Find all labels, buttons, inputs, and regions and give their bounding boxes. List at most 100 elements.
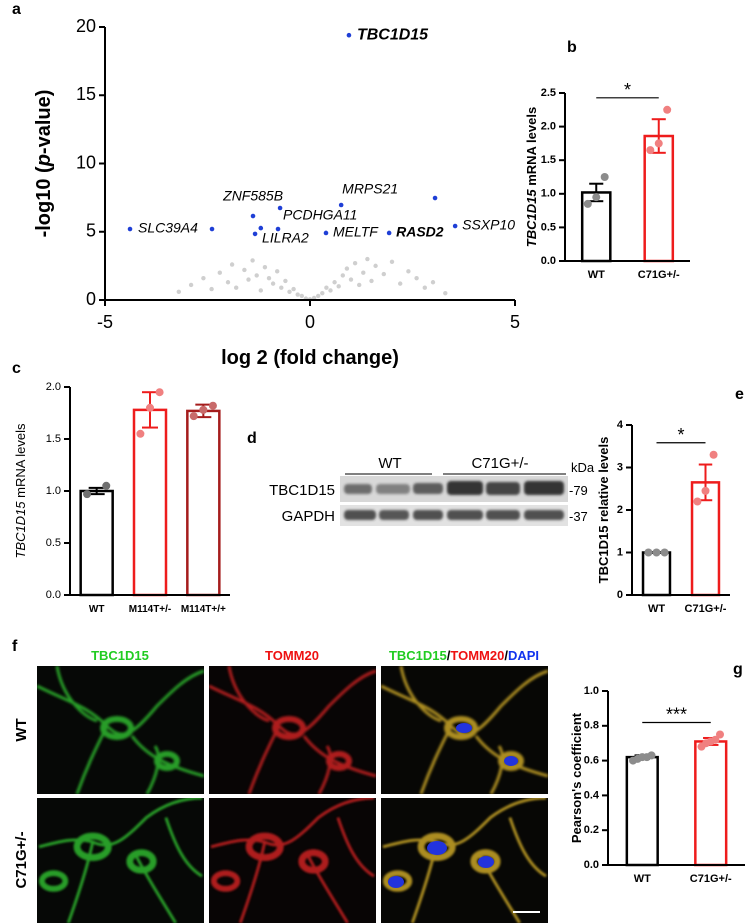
band [344, 484, 372, 494]
background-point [225, 280, 231, 285]
y-tick-label: 5 [86, 221, 96, 241]
data-point [592, 193, 601, 202]
data-point [102, 481, 111, 490]
y-axis-label: TBC1D15 mRNA levels [13, 423, 28, 559]
x-tick-label: -5 [97, 312, 113, 332]
column-header: TOMM20 [265, 648, 319, 663]
data-point [600, 173, 609, 181]
y-tick-label: 0.2 [584, 824, 599, 836]
x-tick-label: M114T+/- [129, 604, 172, 615]
background-point [234, 285, 239, 290]
nucleus [478, 856, 494, 868]
band [524, 481, 564, 495]
background-point [217, 270, 222, 275]
micrograph-tiles [37, 666, 548, 923]
blot-image: d WT C71G+/- kDa TBC1D15 GAPDH -79 -37 [247, 430, 595, 526]
y-axis-label-part: -log10 ( [33, 166, 55, 237]
row-label: GAPDH [282, 508, 335, 525]
significant-point [386, 230, 392, 236]
significant-point [323, 230, 329, 236]
data-point [136, 429, 145, 438]
y-axis-label: TBC1D15 relative levels [596, 437, 611, 584]
data-point [646, 146, 655, 155]
y-tick-label: 0.0 [541, 255, 556, 267]
y-tick-label: 2 [617, 504, 623, 516]
nucleus [388, 876, 404, 888]
data-point [146, 403, 154, 412]
x-tick-label: WT [648, 603, 665, 615]
background-point [279, 285, 284, 290]
y-tick-label: 2.0 [541, 121, 556, 133]
point-label: ZNF585B [222, 188, 283, 204]
y-axis-label: Pearson's coefficient [569, 712, 584, 843]
panel-letter: g [733, 661, 743, 678]
bar [79, 489, 114, 597]
background-point [381, 271, 386, 277]
background-point [348, 277, 354, 282]
panel-letter: a [12, 1, 21, 18]
x-tick-label: 5 [510, 312, 520, 332]
y-tick-label: 1.5 [541, 154, 556, 166]
background-point [365, 256, 370, 262]
significant-point [346, 32, 352, 38]
significant-point [277, 205, 283, 211]
nucleus [427, 841, 447, 855]
panel-letter: c [12, 360, 21, 377]
column-header-part: TBC1D15 [389, 648, 447, 663]
column-header-part: / [447, 648, 451, 663]
bar [694, 740, 728, 867]
size-label: -37 [569, 509, 588, 524]
y-tick-label: 2.0 [46, 381, 61, 393]
background-point [299, 293, 304, 299]
unit-label: kDa [571, 460, 595, 475]
data-point [155, 388, 164, 397]
significance-label: * [624, 80, 631, 100]
background-point [352, 260, 358, 266]
band [413, 483, 443, 494]
significance-label: *** [666, 705, 687, 725]
background-point [291, 286, 296, 292]
image-tile [381, 798, 548, 923]
background-point [209, 286, 214, 292]
background-point [188, 282, 194, 288]
background-point [320, 290, 325, 296]
significant-point [209, 226, 215, 232]
y-axis-label-part: mRNA levels [524, 107, 539, 190]
background-point [229, 262, 235, 267]
background-point [242, 267, 247, 273]
significant-point [338, 202, 344, 208]
y-axis-label-part: p [33, 154, 55, 167]
band [344, 510, 376, 520]
column-header-part: DAPI [508, 648, 539, 663]
data-point [208, 401, 217, 410]
column-header-part: TOMM20 [450, 648, 504, 663]
point-label: TBC1D15 [357, 26, 429, 43]
y-tick-label: 10 [76, 152, 96, 172]
nucleus [456, 723, 472, 733]
data-point [701, 486, 710, 495]
data-point [652, 548, 661, 557]
panel-letter: d [247, 430, 257, 447]
row-label: TBC1D15 [269, 482, 335, 499]
panel-letter: f [12, 638, 18, 655]
y-axis-label-part: TBC1D15 [13, 501, 28, 559]
background-point [398, 281, 403, 286]
group-label: C71G+/- [471, 455, 528, 472]
y-axis-label-part: mRNA levels [13, 423, 28, 502]
background-point [389, 259, 395, 264]
data-point [199, 405, 208, 414]
point-label: PCDHGA11 [283, 207, 357, 223]
y-tick-label: 1.0 [46, 485, 61, 497]
background-point [270, 281, 276, 286]
point-label: MRPS21 [342, 181, 398, 197]
y-tick-label: 0.0 [584, 859, 599, 871]
background-point [324, 285, 329, 290]
column-header: TBC1D15/TOMM20/DAPI [389, 648, 539, 663]
background-point [344, 266, 350, 271]
y-tick-label: 0.5 [541, 221, 556, 233]
significance-label: * [677, 425, 684, 445]
y-axis-label-part: TBC1D15 relative levels [596, 437, 611, 584]
background-point [422, 285, 427, 290]
y-tick-label: 1 [617, 546, 623, 558]
